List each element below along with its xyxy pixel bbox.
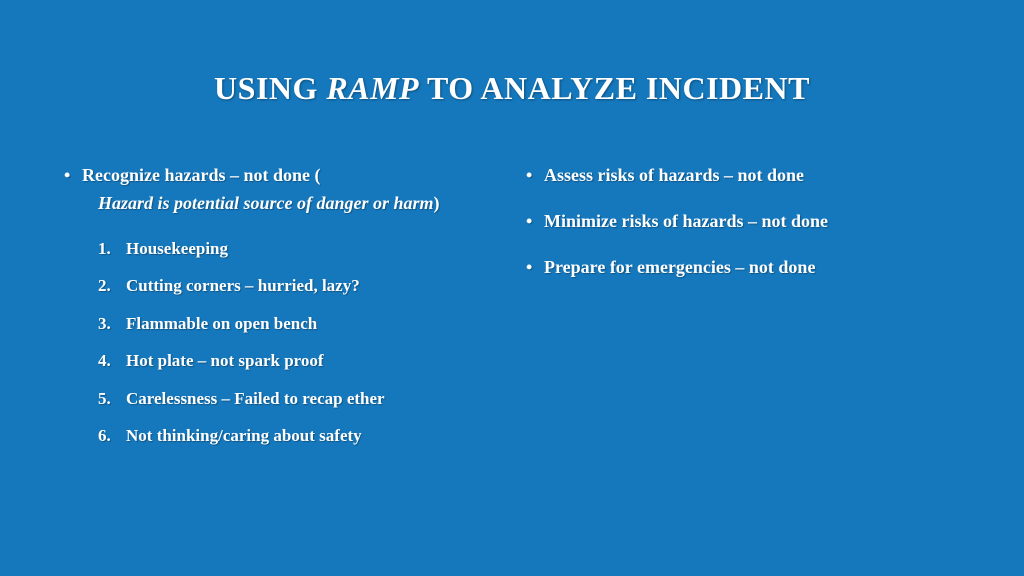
prepare-emergencies-bullet: Prepare for emergencies – not done — [522, 254, 964, 282]
bullet-lead: Recognize hazards – not done ( — [82, 165, 320, 185]
left-column: Recognize hazards – not done ( Hazard is … — [60, 162, 502, 461]
title-pre: USING — [214, 70, 326, 106]
title-post: TO ANALYZE INCIDENT — [419, 70, 810, 106]
title-emph: RAMP — [326, 70, 419, 106]
list-item: Flammable on open bench — [98, 311, 502, 337]
bullet-ital: Hazard is potential source of danger or … — [82, 190, 502, 218]
recognize-hazards-bullet: Recognize hazards – not done ( Hazard is … — [60, 162, 502, 218]
content-columns: Recognize hazards – not done ( Hazard is … — [60, 162, 964, 461]
minimize-risks-bullet: Minimize risks of hazards – not done — [522, 208, 964, 236]
list-item: Not thinking/caring about safety — [98, 423, 502, 449]
slide-title: USING RAMP TO ANALYZE INCIDENT — [60, 70, 964, 107]
assess-risks-bullet: Assess risks of hazards – not done — [522, 162, 964, 190]
list-item: Housekeeping — [98, 236, 502, 262]
hazard-sublist: Housekeeping Cutting corners – hurried, … — [60, 236, 502, 449]
list-item: Hot plate – not spark proof — [98, 348, 502, 374]
list-item: Carelessness – Failed to recap ether — [98, 386, 502, 412]
list-item: Cutting corners – hurried, lazy? — [98, 273, 502, 299]
slide: USING RAMP TO ANALYZE INCIDENT Recognize… — [0, 0, 1024, 576]
right-column: Assess risks of hazards – not done Minim… — [522, 162, 964, 461]
